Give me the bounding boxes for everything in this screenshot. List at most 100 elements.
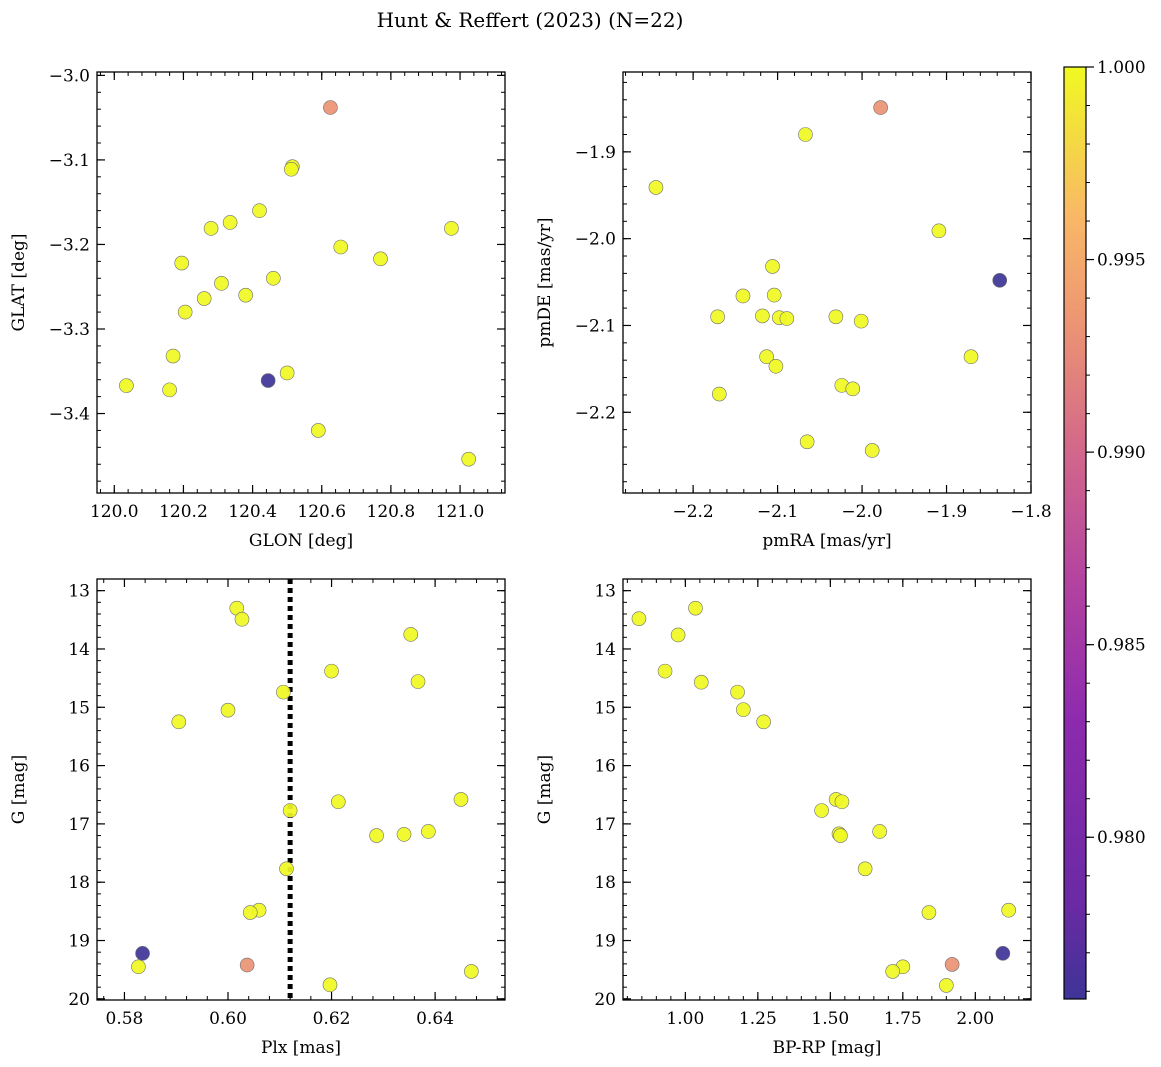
y-tick-label: 16 (68, 757, 90, 777)
scatter-point (214, 276, 229, 291)
scatter-point (410, 674, 426, 689)
scatter-point (464, 964, 479, 979)
x-tick-label: 0.62 (313, 1009, 351, 1029)
scatter-point (239, 957, 255, 973)
scatter-point (135, 946, 150, 961)
y-tick-label: −3.3 (49, 320, 90, 340)
scatter-point (119, 378, 134, 393)
y-tick-label: 18 (594, 873, 616, 893)
scatter-point (845, 381, 861, 397)
scatter-point (756, 714, 771, 730)
x-tick-label: 121.0 (436, 502, 485, 522)
x-tick-label: 0.58 (106, 1009, 144, 1029)
x-tick-label: 1.00 (666, 1009, 704, 1029)
scatter-point (921, 905, 937, 920)
scatter-point (853, 313, 869, 329)
scatter-point (872, 824, 887, 839)
x-tick-label: 1.50 (811, 1009, 849, 1029)
scatter-point (276, 684, 291, 700)
scatter-point (730, 684, 745, 700)
scatter-point (873, 100, 888, 115)
scatter-point (759, 349, 774, 365)
x-tick-label: 120.4 (228, 502, 277, 522)
scatter-point (944, 957, 960, 972)
scatter-point (1001, 902, 1016, 918)
scatter-point (234, 611, 250, 627)
scatter-point (242, 905, 258, 920)
scatter-point (992, 273, 1008, 288)
x-tick-label: −1.8 (1010, 502, 1051, 522)
scatter-point (766, 287, 782, 303)
scatter-point (220, 702, 236, 718)
x-tick-label: −2.1 (757, 502, 798, 522)
y-tick-label: −2.2 (575, 403, 616, 423)
axes-frame (96, 578, 506, 1001)
scatter-point (369, 828, 384, 843)
scatter-point (864, 443, 880, 458)
x-axis-label: GLON [deg] (249, 531, 353, 551)
y-tick-label: 19 (594, 932, 616, 952)
x-tick-label: 1.75 (884, 1009, 922, 1029)
y-axis-label: G [mag] (535, 755, 555, 824)
scatter-point (648, 180, 664, 195)
y-tick-label: −3.1 (49, 151, 90, 171)
scatter-point (284, 161, 299, 177)
glon-glat-panel: 120.0 120.2 120.4 120.6 120.8 121.0 −3.0 −3.1 −3… (9, 66, 506, 551)
colorbar-tick-label: 0.990 (1097, 443, 1146, 463)
scatter-point (222, 215, 238, 230)
scatter-point (171, 714, 187, 730)
scatter-point (266, 270, 281, 286)
scatter-point (736, 702, 751, 717)
colorbar-tick-label: 1.000 (1097, 58, 1146, 78)
scatter-point (196, 291, 212, 306)
x-tick-label: −2.2 (672, 502, 713, 522)
scatter-point (963, 349, 979, 365)
y-tick-label: 14 (594, 640, 616, 660)
colorbar: 0.980 0.985 0.990 0.995 1.000 (1063, 58, 1146, 1000)
scatter-point (310, 423, 326, 438)
x-tick-label: 0.64 (416, 1009, 454, 1029)
scatter-point (710, 309, 725, 325)
x-tick-label: 0.60 (209, 1009, 247, 1029)
colorbar-gradient (1063, 66, 1087, 1000)
colorbar-tick-label: 0.985 (1097, 636, 1146, 656)
scatter-point (885, 964, 900, 979)
axes-frame (622, 71, 1032, 494)
scatter-point (330, 794, 346, 810)
scatter-point (131, 959, 146, 975)
y-tick-label: −3.4 (49, 405, 90, 425)
y-axis-label: pmDE [mas/yr] (535, 217, 555, 347)
x-tick-label: 2.00 (956, 1009, 994, 1029)
scatter-point (396, 827, 412, 842)
scatter-point (814, 803, 829, 818)
y-tick-label: −2.0 (575, 230, 616, 250)
y-tick-label: 20 (594, 990, 616, 1010)
scatter-point (765, 259, 780, 274)
y-axis-label: G [mag] (9, 755, 29, 824)
scatter-point (828, 309, 844, 325)
x-tick-label: 120.0 (90, 502, 139, 522)
y-tick-label: 17 (68, 815, 90, 835)
scatter-point (279, 861, 294, 877)
scatter-point (323, 100, 338, 115)
x-tick-label: 120.2 (159, 502, 208, 522)
y-tick-label: −2.1 (575, 316, 616, 336)
scatter-point (735, 288, 751, 304)
scatter-point (403, 627, 419, 642)
scatter-point (260, 373, 276, 388)
scatter-point (453, 792, 469, 807)
scatter-point (688, 600, 703, 616)
x-axis-label: Plx [mas] (261, 1038, 341, 1058)
y-tick-label: −3.2 (49, 235, 90, 255)
x-axis-label: BP-RP [mag] (773, 1038, 882, 1058)
axes-frame (622, 578, 1032, 1001)
scatter-point (252, 203, 267, 218)
scatter-point (857, 861, 873, 877)
scatter-point (238, 287, 253, 303)
scatter-point (657, 663, 673, 679)
y-tick-label: −1.9 (575, 143, 616, 163)
scatter-point (995, 946, 1011, 961)
scatter-point (174, 255, 190, 271)
scatter-point (373, 251, 388, 267)
y-tick-label: 15 (68, 698, 90, 718)
